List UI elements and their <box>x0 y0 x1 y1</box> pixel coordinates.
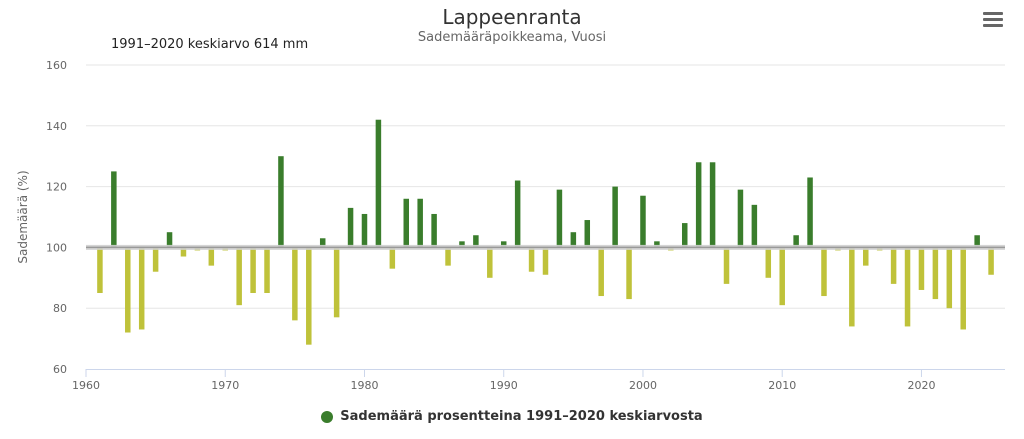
bar-1977[interactable] <box>319 238 326 248</box>
bar-1979[interactable] <box>347 207 354 248</box>
x-tick-label: 1980 <box>350 379 378 392</box>
y-tick-label: 120 <box>46 181 67 194</box>
bar-2001[interactable] <box>654 241 660 248</box>
x-tick-label: 2010 <box>768 379 796 392</box>
legend-label: Sademäärä prosentteina 1991–2020 keskiar… <box>340 409 703 424</box>
bar-2006[interactable] <box>723 247 730 284</box>
bar-2004[interactable] <box>695 162 702 248</box>
y-tick-label: 100 <box>46 241 67 254</box>
bar-2018[interactable] <box>890 247 897 284</box>
baseline <box>86 244 1005 250</box>
bar-1965[interactable] <box>152 247 159 272</box>
bar-1981[interactable] <box>375 119 382 248</box>
y-tick-label: 60 <box>53 363 67 376</box>
bar-2019[interactable] <box>904 247 911 327</box>
y-tick-label: 160 <box>46 59 67 72</box>
menu-line <box>983 12 1003 15</box>
x-tick-label: 1960 <box>72 379 100 392</box>
y-tick-label: 140 <box>46 120 67 133</box>
bar-2020[interactable] <box>918 247 925 290</box>
bar-1972[interactable] <box>250 247 256 293</box>
y-tick-label: 80 <box>53 302 67 315</box>
bar-1967[interactable] <box>180 247 187 257</box>
x-tick-label: 1970 <box>211 379 239 392</box>
bar-1961[interactable] <box>97 247 103 293</box>
x-tick-label: 2000 <box>629 379 657 392</box>
average-note: 1991–2020 keskiarvo 614 mm <box>111 37 309 52</box>
bar-1984[interactable] <box>417 198 423 248</box>
bar-2008[interactable] <box>751 204 758 248</box>
bar-2021[interactable] <box>932 247 939 300</box>
bar-1974[interactable] <box>278 156 284 248</box>
bar-1964[interactable] <box>138 247 145 330</box>
bar-2007[interactable] <box>737 189 744 248</box>
x-tick-label: 1990 <box>490 379 518 392</box>
bar-1975[interactable] <box>292 247 298 321</box>
bar-1976[interactable] <box>306 247 312 345</box>
bar-1989[interactable] <box>487 247 493 278</box>
bar-1982[interactable] <box>389 247 396 269</box>
bar-2022[interactable] <box>946 247 953 309</box>
chart-title: Lappeenranta <box>442 5 582 29</box>
bar-2016[interactable] <box>863 247 869 266</box>
bar-1996[interactable] <box>584 220 591 248</box>
bar-2015[interactable] <box>849 247 855 327</box>
bar-1994[interactable] <box>556 189 563 248</box>
bar-2009[interactable] <box>765 247 772 278</box>
bar-2000[interactable] <box>640 195 646 248</box>
bar-1986[interactable] <box>445 247 451 266</box>
bars <box>97 119 994 345</box>
bar-2011[interactable] <box>793 235 799 248</box>
bar-1985[interactable] <box>431 213 437 248</box>
bar-1971[interactable] <box>236 247 242 306</box>
bar-2013[interactable] <box>821 247 827 297</box>
legend-dot-icon <box>321 410 334 423</box>
bar-1973[interactable] <box>264 247 270 293</box>
bar-1962[interactable] <box>111 171 117 248</box>
y-axis-ticks: 60 80 100 120 140 160 <box>46 59 67 376</box>
bar-2023[interactable] <box>960 247 966 330</box>
bar-2010[interactable] <box>779 247 785 306</box>
bar-1980[interactable] <box>361 213 368 248</box>
bar-1963[interactable] <box>125 247 131 333</box>
precipitation-chart: 60 80 100 120 140 160 1960 1970 1980 1990 2000 201… <box>16 59 1005 392</box>
bar-1987[interactable] <box>459 241 465 248</box>
hamburger-menu-icon[interactable] <box>983 12 1003 30</box>
bar-1969[interactable] <box>208 247 215 266</box>
chart-subtitle: Sademääräpoikkeama, Vuosi <box>417 30 607 45</box>
legend-item[interactable]: Sademäärä prosentteina 1991–2020 keskiar… <box>321 409 703 424</box>
bar-2024[interactable] <box>974 235 980 248</box>
bar-1999[interactable] <box>626 247 632 300</box>
x-axis: 1960 1970 1980 1990 2000 2010 2020 <box>72 369 1005 392</box>
bar-1988[interactable] <box>473 235 479 248</box>
bar-1992[interactable] <box>528 247 535 272</box>
bar-1998[interactable] <box>612 186 618 248</box>
bar-1995[interactable] <box>570 232 577 248</box>
bar-1991[interactable] <box>514 180 521 248</box>
bar-2005[interactable] <box>709 162 716 248</box>
y-axis-label: Sademäärä (%) <box>16 170 30 263</box>
menu-line <box>983 18 1003 21</box>
x-tick-label: 2020 <box>907 379 935 392</box>
bar-1978[interactable] <box>333 247 340 318</box>
legend: Sademäärä prosentteina 1991–2020 keskiar… <box>0 409 1024 427</box>
bar-1983[interactable] <box>403 198 410 248</box>
bar-2025[interactable] <box>988 247 994 275</box>
bar-1990[interactable] <box>500 241 507 248</box>
menu-line <box>983 24 1003 27</box>
bar-1993[interactable] <box>542 247 549 275</box>
bar-1997[interactable] <box>598 247 604 297</box>
bar-2012[interactable] <box>807 177 813 248</box>
bar-1966[interactable] <box>166 232 173 248</box>
bar-2003[interactable] <box>681 223 688 248</box>
